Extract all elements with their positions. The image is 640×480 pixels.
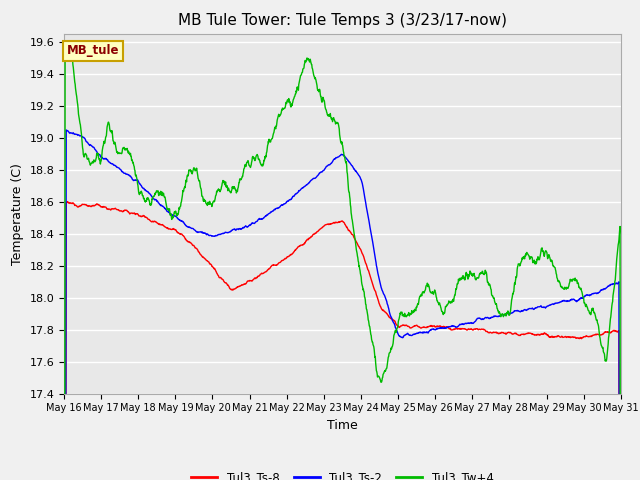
Legend: Tul3_Ts-8, Tul3_Ts-2, Tul3_Tw+4: Tul3_Ts-8, Tul3_Ts-2, Tul3_Tw+4 xyxy=(187,466,498,480)
Text: MB_tule: MB_tule xyxy=(67,44,119,58)
X-axis label: Time: Time xyxy=(327,419,358,432)
Title: MB Tule Tower: Tule Temps 3 (3/23/17-now): MB Tule Tower: Tule Temps 3 (3/23/17-now… xyxy=(178,13,507,28)
Y-axis label: Temperature (C): Temperature (C) xyxy=(11,163,24,264)
